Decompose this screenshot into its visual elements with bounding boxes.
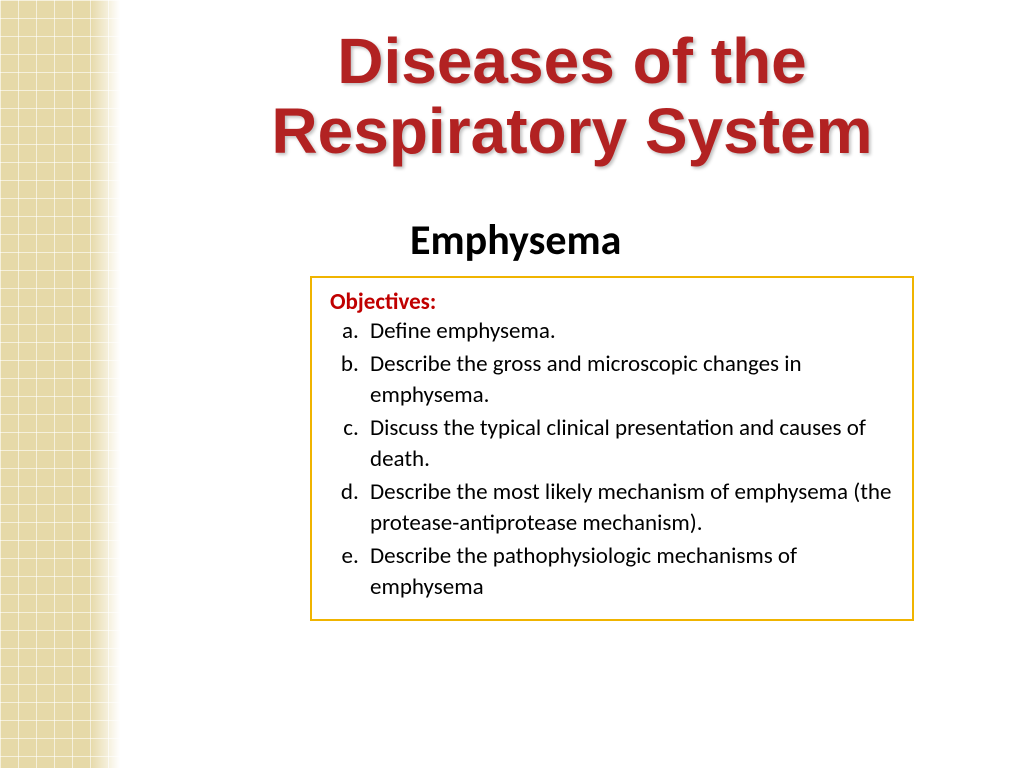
main-title: Diseases of the Respiratory System xyxy=(160,26,984,167)
decorative-side-pattern xyxy=(0,0,120,768)
objective-item: Define emphysema. xyxy=(364,316,894,347)
objective-item: Describe the pathophysiologic mechanisms… xyxy=(364,541,894,603)
objectives-list: Define emphysema. Describe the gross and… xyxy=(364,316,894,603)
objective-item: Discuss the typical clinical presentatio… xyxy=(364,413,894,475)
objectives-label: Objectives: xyxy=(330,288,894,316)
objective-item: Describe the gross and microscopic chang… xyxy=(364,349,894,411)
objective-item: Describe the most likely mechanism of em… xyxy=(364,477,894,539)
slide-content: Diseases of the Respiratory System Emphy… xyxy=(120,0,1024,621)
objectives-box: Objectives: Define emphysema. Describe t… xyxy=(310,276,914,621)
subtitle: Emphysema xyxy=(410,215,984,266)
